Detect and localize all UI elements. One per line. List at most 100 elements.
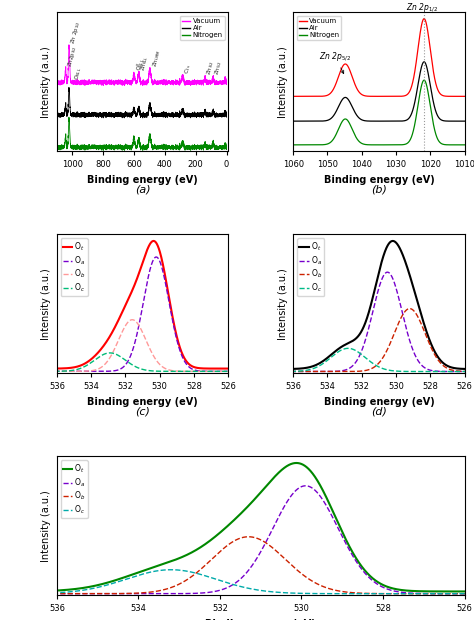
O$_c$ [374, 362, 379, 370]
O$_t$ [199, 365, 205, 372]
O$_c$ [38, 590, 44, 597]
Text: (d): (d) [371, 407, 387, 417]
O$_t$ [293, 459, 299, 467]
O$_c$ [47, 368, 53, 375]
O$_a$ [435, 368, 441, 375]
Line: O$_b$: O$_b$ [40, 320, 245, 371]
O$_a$ [373, 294, 379, 302]
O$_b$ [435, 356, 441, 364]
O$_a$ [237, 368, 242, 375]
Line: O$_c$: O$_c$ [16, 570, 474, 594]
O$_c$ [399, 590, 404, 598]
Line: O$_b$: O$_b$ [276, 309, 474, 371]
O$_b$ [273, 368, 279, 375]
O$_c$ [284, 368, 290, 375]
O$_c$ [368, 358, 374, 366]
O$_c$ [251, 586, 257, 593]
O$_a$ [38, 590, 44, 598]
O$_b$ [129, 316, 135, 324]
Line: O$_t$: O$_t$ [16, 463, 474, 591]
O$_t$ [284, 365, 290, 373]
O$_a$ [473, 368, 474, 375]
O$_c$ [107, 349, 113, 356]
O$_t$ [373, 280, 379, 288]
O$_c$ [435, 368, 441, 375]
O$_t$ [237, 365, 242, 372]
X-axis label: Binding energy (eV): Binding energy (eV) [87, 175, 198, 185]
Line: O$_c$: O$_c$ [40, 353, 245, 371]
O$_b$ [473, 368, 474, 375]
Text: Zn2p$_{3/2}$: Zn2p$_{3/2}$ [65, 45, 79, 68]
O$_a$ [137, 317, 143, 325]
O$_c$ [273, 368, 279, 375]
Text: Zn 2p$_{1/2}$: Zn 2p$_{1/2}$ [69, 20, 83, 45]
O$_a$ [37, 368, 43, 375]
Text: (a): (a) [135, 185, 150, 195]
O$_b$ [242, 368, 248, 375]
O$_b$ [238, 534, 244, 542]
O$_a$ [13, 590, 19, 598]
O$_a$ [238, 575, 244, 582]
O$_b$ [368, 365, 374, 373]
Legend: Vacuum, Air, Nitrogen: Vacuum, Air, Nitrogen [180, 16, 225, 40]
O$_a$ [303, 482, 309, 490]
Text: (c): (c) [135, 407, 150, 417]
O$_t$ [13, 588, 19, 595]
Legend: Vacuum, Air, Nitrogen: Vacuum, Air, Nitrogen [297, 16, 341, 40]
O$_c$ [237, 368, 242, 375]
Text: Zn$_{5/2}$: Zn$_{5/2}$ [213, 60, 225, 76]
O$_b$ [399, 590, 404, 598]
Text: Zn 2p$_{1/2}$: Zn 2p$_{1/2}$ [406, 2, 438, 14]
Text: O$_{KLL}$: O$_{KLL}$ [73, 66, 85, 81]
O$_t$ [473, 365, 474, 373]
O$_c$ [37, 368, 43, 375]
O$_c$ [137, 365, 143, 372]
O$_c$ [473, 368, 474, 375]
Legend: O$_t$, O$_a$, O$_b$, O$_c$: O$_t$, O$_a$, O$_b$, O$_c$ [61, 460, 88, 518]
O$_t$ [238, 510, 244, 517]
O$_c$ [199, 368, 205, 375]
Legend: O$_t$, O$_a$, O$_b$, O$_c$: O$_t$, O$_a$, O$_b$, O$_c$ [297, 238, 324, 296]
O$_t$ [273, 365, 279, 373]
O$_t$ [237, 365, 242, 372]
O$_a$ [47, 368, 53, 375]
O$_a$ [154, 254, 159, 261]
O$_t$ [399, 587, 404, 594]
Line: O$_a$: O$_a$ [276, 272, 474, 371]
O$_b$ [237, 368, 242, 375]
O$_t$ [435, 353, 441, 361]
O$_b$ [37, 368, 43, 375]
Text: Zn$_{KLL}$: Zn$_{KLL}$ [139, 55, 151, 72]
Legend: O$_t$, O$_a$, O$_b$, O$_c$: O$_t$, O$_a$, O$_b$, O$_c$ [61, 238, 88, 296]
O$_t$ [242, 365, 248, 372]
X-axis label: Binding energy (eV): Binding energy (eV) [324, 397, 434, 407]
O$_a$ [251, 559, 257, 567]
Y-axis label: Intensity (a.u.): Intensity (a.u.) [41, 490, 51, 562]
O$_c$ [168, 566, 174, 574]
O$_b$ [284, 368, 290, 375]
O$_a$ [237, 368, 242, 375]
O$_a$ [199, 368, 205, 375]
O$_c$ [13, 590, 19, 597]
O$_t$ [47, 365, 53, 372]
Text: Zn$_{LMM}$: Zn$_{LMM}$ [150, 48, 163, 68]
Y-axis label: Intensity (a.u.): Intensity (a.u.) [278, 46, 288, 118]
O$_c$ [237, 368, 242, 375]
O$_a$ [131, 341, 137, 348]
Line: O$_t$: O$_t$ [40, 241, 245, 368]
Line: O$_c$: O$_c$ [276, 348, 474, 371]
O$_c$ [242, 368, 248, 375]
O$_t$ [38, 587, 44, 595]
O$_a$ [284, 368, 290, 375]
O$_c$ [345, 345, 351, 352]
O$_a$ [473, 368, 474, 375]
O$_a$ [384, 268, 390, 276]
Line: O$_t$: O$_t$ [276, 241, 474, 369]
O$_t$ [137, 267, 143, 275]
O$_a$ [273, 368, 279, 375]
O$_b$ [246, 533, 251, 541]
Y-axis label: Intensity (a.u.): Intensity (a.u.) [41, 46, 51, 118]
O$_t$ [390, 237, 396, 245]
O$_b$ [137, 323, 143, 330]
O$_b$ [13, 590, 19, 598]
